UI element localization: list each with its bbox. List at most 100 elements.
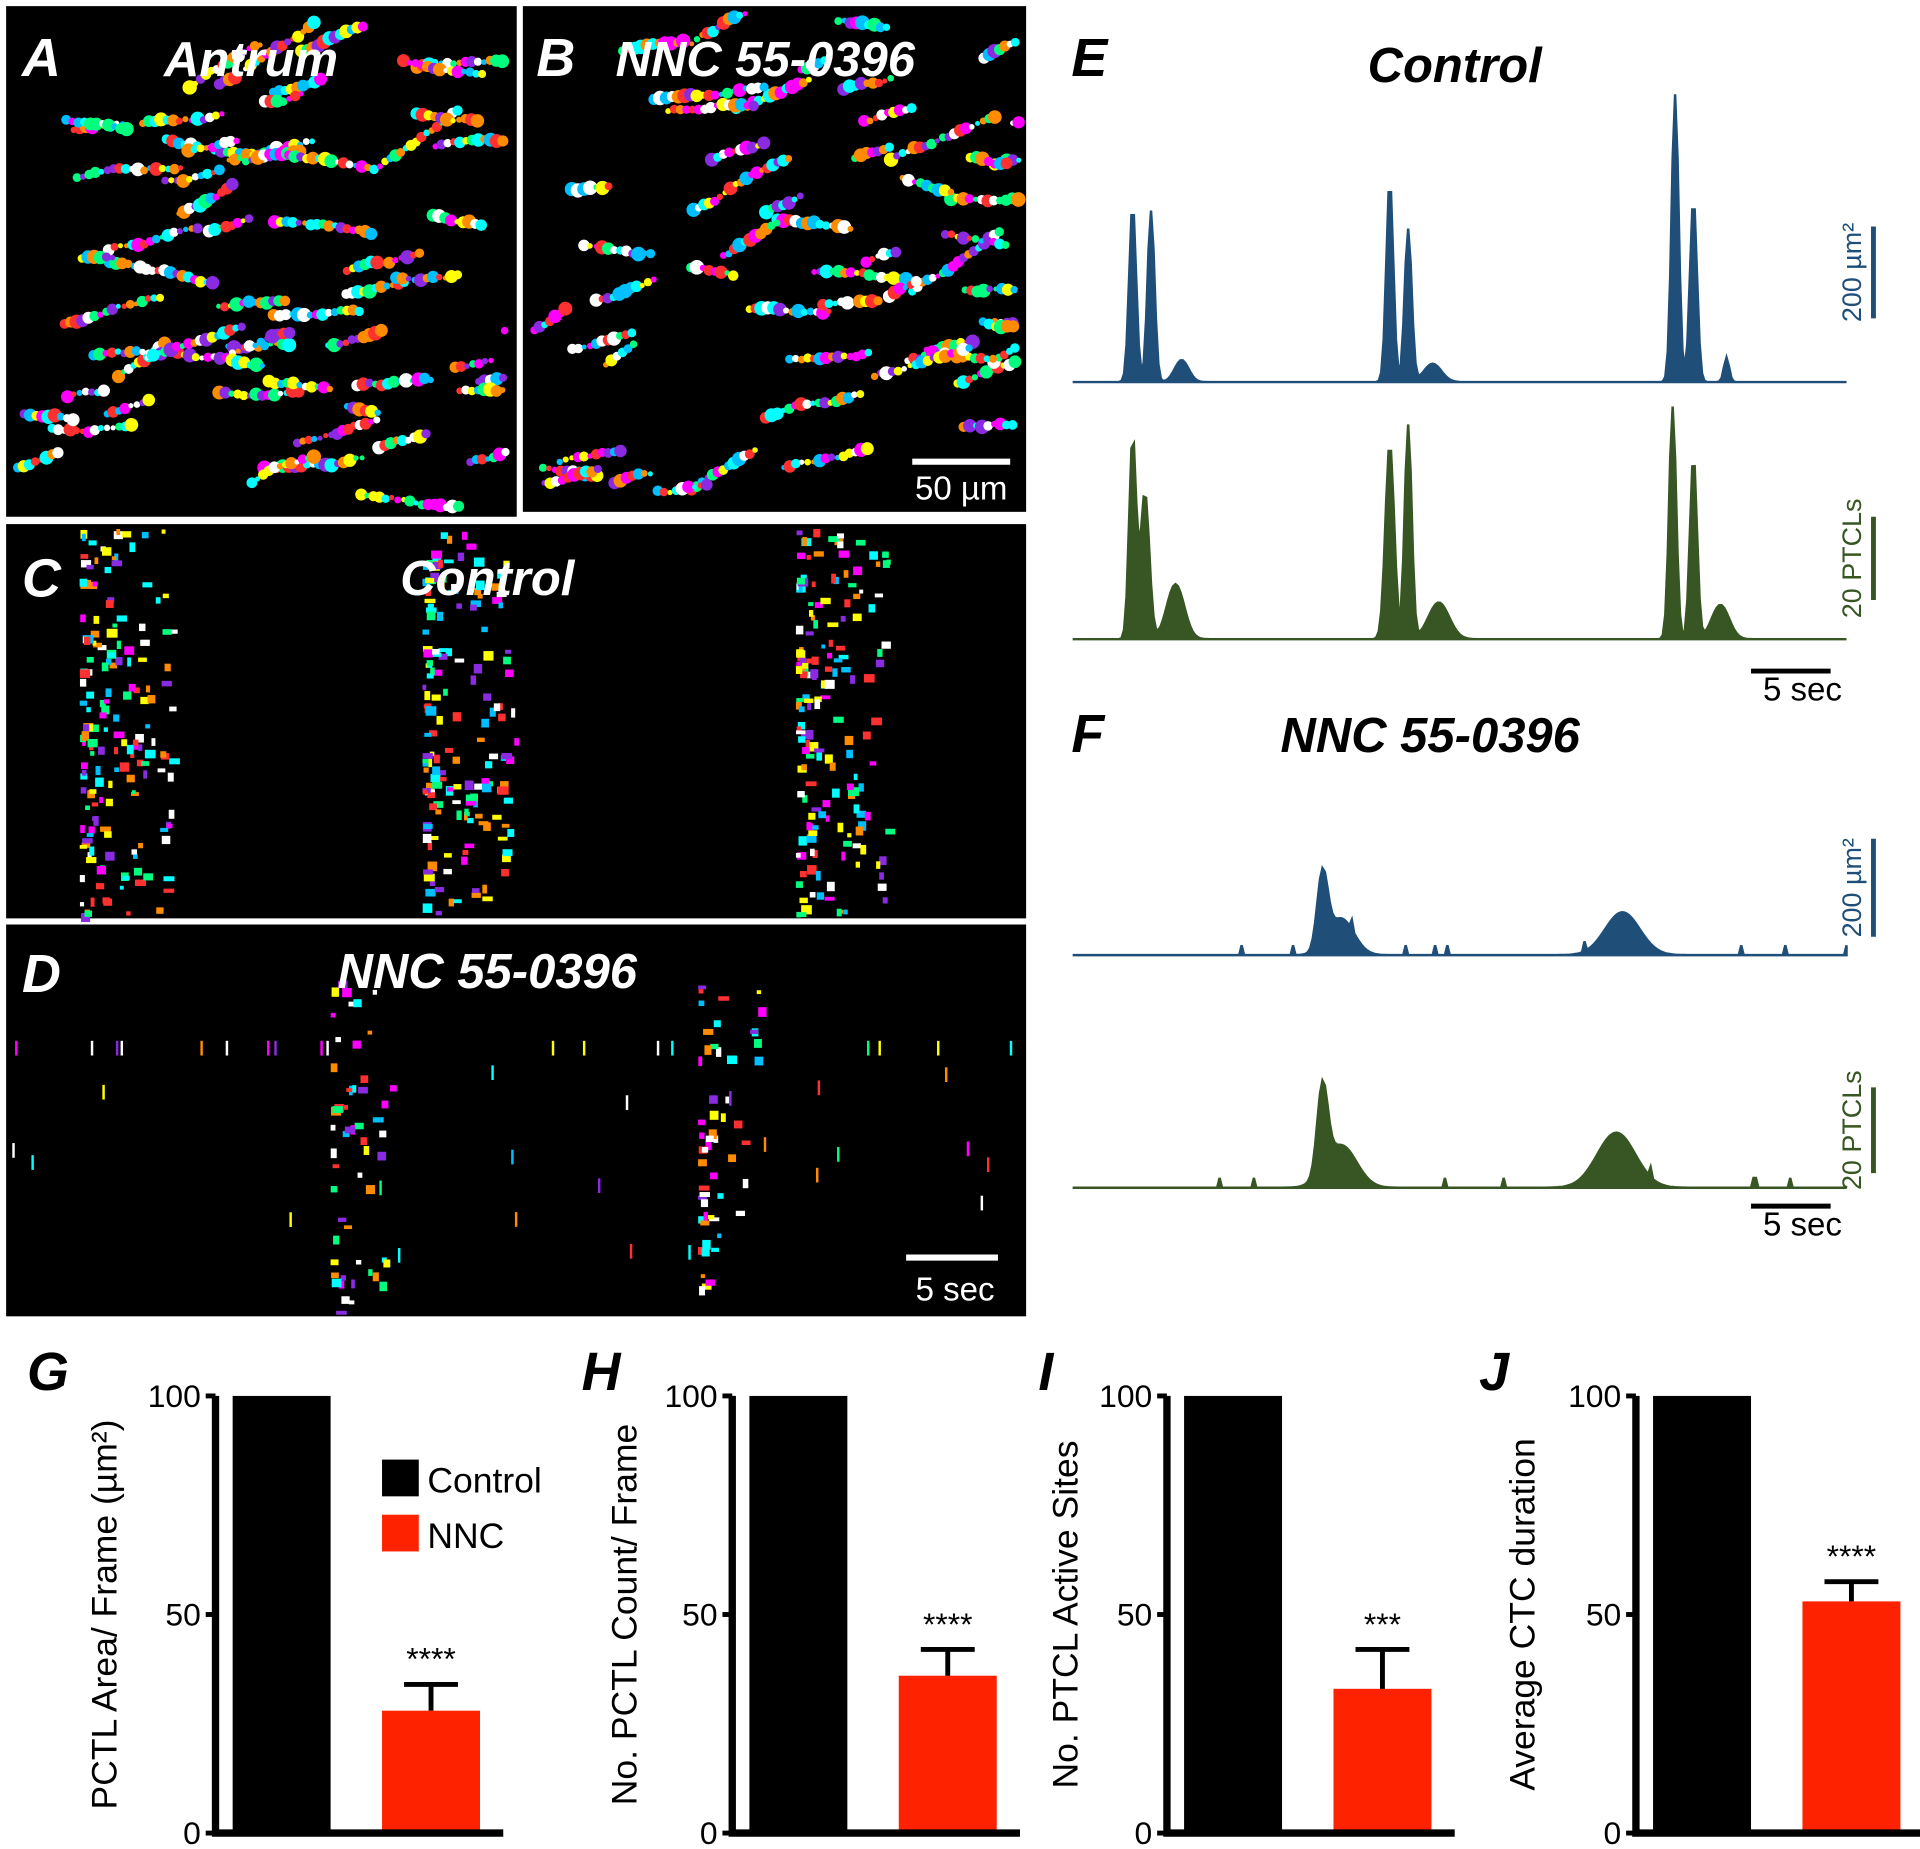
texture — [429, 730, 438, 737]
texture — [876, 861, 881, 869]
texture — [491, 583, 500, 591]
texture — [703, 1028, 714, 1035]
texture — [126, 744, 134, 755]
texture — [716, 193, 724, 201]
texture — [92, 581, 98, 587]
texture — [167, 772, 174, 782]
texture — [805, 76, 812, 83]
texture — [138, 623, 146, 632]
texture — [142, 582, 153, 588]
texture — [422, 903, 433, 913]
texture — [132, 854, 138, 859]
texture — [710, 196, 720, 206]
texture — [465, 67, 475, 77]
texture — [79, 669, 91, 678]
texture — [88, 388, 96, 396]
texture — [128, 683, 136, 692]
texture — [161, 176, 170, 185]
panel-title: Antrum — [163, 33, 338, 87]
texture — [56, 412, 65, 421]
texture — [754, 1056, 764, 1066]
texture — [627, 328, 637, 338]
texture — [123, 691, 132, 700]
texture — [148, 266, 157, 275]
texture — [851, 391, 858, 398]
y-axis-label: No. PCTL Count/ Frame — [605, 1424, 645, 1805]
texture — [864, 674, 875, 683]
texture — [107, 597, 115, 603]
texture — [424, 732, 432, 737]
texture — [246, 477, 258, 489]
texture — [876, 271, 888, 283]
texture — [699, 1132, 705, 1139]
texture — [429, 803, 437, 811]
texture — [52, 447, 64, 459]
texture — [86, 857, 97, 864]
texture — [614, 444, 627, 458]
texture — [342, 987, 352, 998]
texture — [659, 487, 669, 497]
texture — [254, 476, 261, 482]
texture — [105, 798, 113, 807]
texture — [893, 282, 907, 295]
texture — [203, 145, 210, 151]
texture — [481, 783, 492, 793]
y-tick-label: 0 — [700, 1815, 718, 1849]
texture — [427, 792, 436, 799]
texture — [123, 259, 133, 269]
texture — [799, 870, 807, 878]
texture — [330, 1186, 338, 1193]
texture — [107, 652, 116, 658]
texture — [796, 726, 802, 731]
texture — [471, 892, 481, 898]
texture — [425, 587, 432, 596]
texture — [453, 270, 463, 280]
texture — [502, 854, 511, 863]
texture — [798, 706, 805, 713]
texture — [824, 896, 835, 901]
texture — [791, 196, 798, 203]
texture — [811, 269, 818, 275]
texture — [481, 718, 489, 728]
texture — [821, 644, 826, 649]
texture — [131, 790, 136, 794]
texture — [190, 145, 199, 154]
texture — [463, 812, 468, 821]
texture — [875, 561, 881, 567]
texture — [113, 714, 120, 722]
texture — [631, 246, 646, 262]
texture — [860, 442, 874, 456]
texture — [423, 869, 433, 875]
texture — [347, 335, 357, 344]
panel-letter: I — [1038, 1342, 1054, 1402]
texture — [578, 451, 589, 462]
texture — [429, 881, 436, 887]
texture — [805, 753, 815, 759]
texture — [807, 701, 812, 711]
texture — [434, 887, 445, 893]
texture — [66, 413, 80, 427]
texture — [860, 844, 867, 855]
texture — [724, 147, 735, 158]
texture — [866, 1040, 870, 1056]
texture — [806, 729, 814, 740]
texture — [311, 435, 318, 443]
texture — [994, 227, 1004, 237]
texture — [116, 528, 121, 536]
texture — [898, 149, 907, 158]
texture — [427, 376, 434, 384]
texture — [573, 343, 584, 354]
texture — [456, 810, 462, 821]
texture — [163, 888, 175, 893]
texture — [844, 735, 854, 746]
texture — [369, 164, 379, 175]
texture — [360, 1075, 369, 1084]
texture — [168, 809, 175, 819]
texture — [145, 724, 151, 729]
texture — [396, 54, 410, 68]
texture — [128, 403, 134, 409]
texture — [488, 357, 494, 364]
texture — [875, 22, 886, 33]
texture — [718, 996, 730, 1001]
texture — [304, 435, 313, 445]
